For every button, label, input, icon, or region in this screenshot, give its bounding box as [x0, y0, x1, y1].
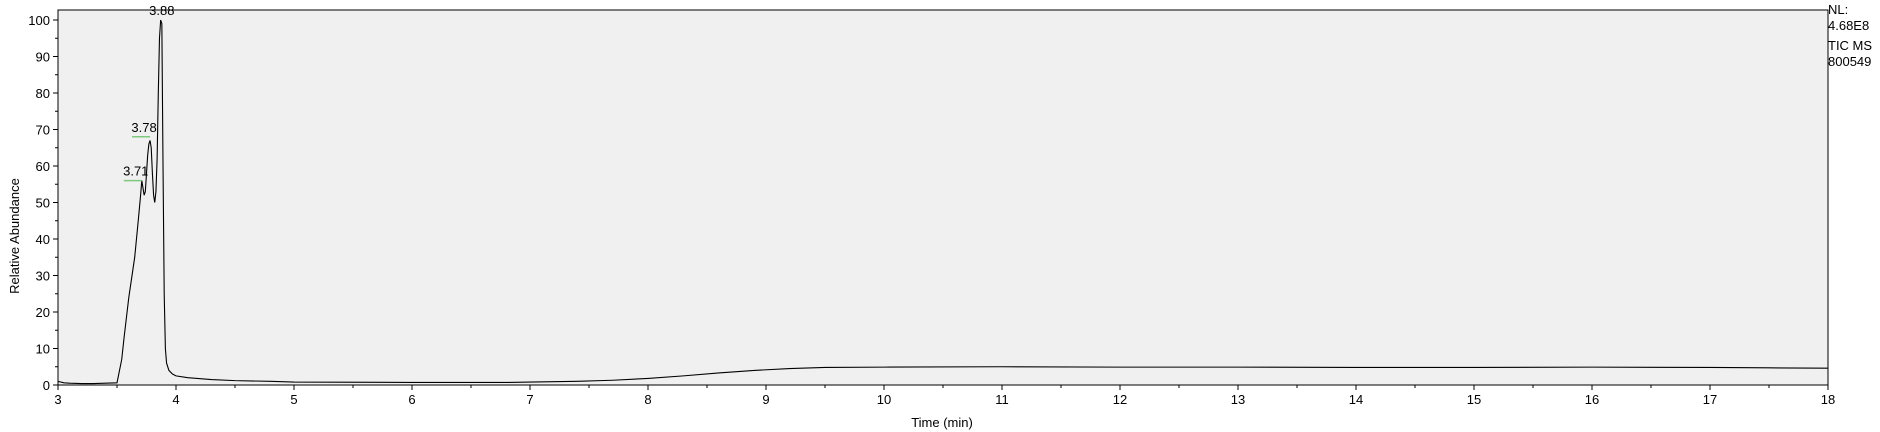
x-tick-label: 3	[54, 392, 61, 407]
y-tick-label: 30	[36, 269, 50, 284]
peak-label: 3.71	[123, 164, 148, 179]
y-tick-label: 60	[36, 159, 50, 174]
y-tick-label: 20	[36, 305, 50, 320]
x-tick-label: 7	[526, 392, 533, 407]
y-tick-label: 90	[36, 50, 50, 65]
plot-area	[57, 9, 1829, 386]
peak-label: 3.88	[149, 3, 174, 18]
x-tick-label: 16	[1585, 392, 1599, 407]
y-axis: 0 10 20 30 40 50 60 70 80 90 100	[28, 13, 58, 393]
peak-labels: 3.71 3.78 3.88	[123, 3, 174, 182]
x-axis-title: Time (min)	[911, 415, 973, 430]
tic-trace-line	[57, 19, 1829, 385]
x-tick-label: 5	[290, 392, 297, 407]
x-axis: 3 4 5 6 7 8 9 10 11 12 13 14 15 16 17 18	[54, 385, 1835, 407]
x-tick-label: 4	[172, 392, 179, 407]
nl-label: NL:	[1828, 2, 1849, 17]
x-tick-label: 18	[1821, 392, 1835, 407]
x-tick-label: 12	[1113, 392, 1127, 407]
peak-label: 3.78	[131, 120, 156, 135]
x-tick-label: 8	[644, 392, 651, 407]
x-tick-label: 13	[1231, 392, 1245, 407]
y-tick-label: 80	[36, 86, 50, 101]
scan-filter-label: TIC MS	[1828, 38, 1873, 53]
y-axis-title: Relative Abundance	[7, 178, 22, 294]
x-tick-label: 9	[762, 392, 769, 407]
x-tick-label: 6	[408, 392, 415, 407]
sample-id: 800549	[1828, 54, 1872, 69]
y-tick-label: 40	[36, 232, 50, 247]
x-tick-label: 11	[995, 392, 1009, 407]
y-tick-label: 100	[28, 13, 50, 28]
y-tick-label: 50	[36, 196, 50, 211]
x-tick-label: 17	[1703, 392, 1717, 407]
nl-value: 4.68E8	[1828, 18, 1870, 33]
x-tick-label: 10	[877, 392, 891, 407]
y-tick-label: 10	[36, 342, 50, 357]
y-tick-label: 70	[36, 123, 50, 138]
y-tick-label: 0	[43, 378, 50, 393]
x-tick-label: 14	[1349, 392, 1363, 407]
x-tick-label: 15	[1467, 392, 1481, 407]
